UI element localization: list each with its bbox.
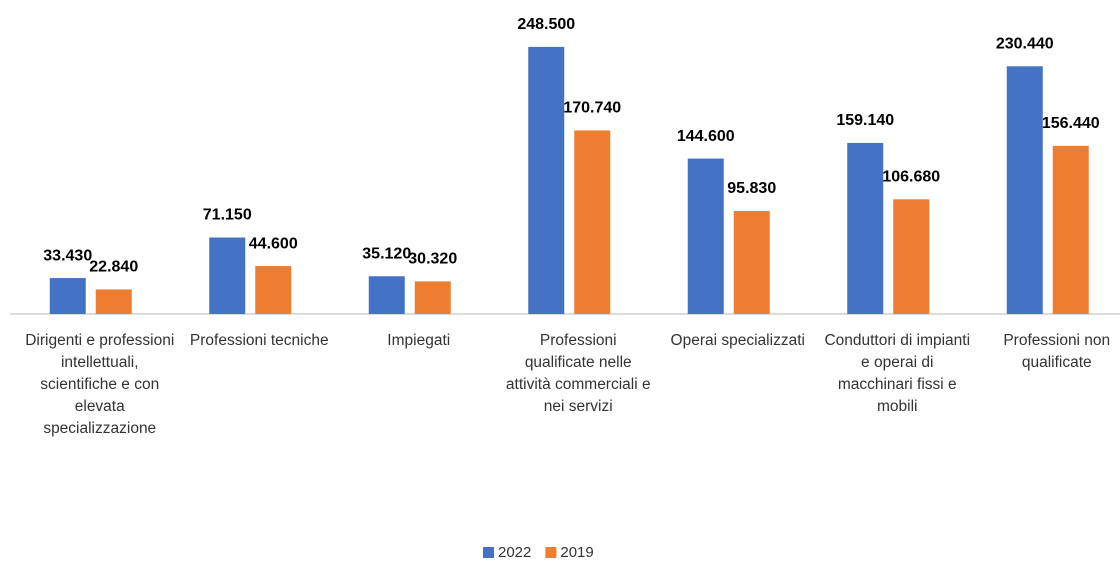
x-tick-label: Operai specializzati — [670, 332, 805, 349]
data-label: 248.500 — [517, 16, 575, 33]
legend-label: 2019 — [560, 544, 593, 561]
data-label: 35.120 — [362, 245, 411, 262]
bar — [1006, 66, 1043, 314]
bar — [49, 278, 86, 314]
x-tick-label: Professioni non qualificate — [1003, 332, 1111, 371]
bar — [368, 276, 405, 314]
data-label: 144.600 — [677, 128, 735, 145]
data-label: 106.680 — [882, 169, 940, 186]
bar — [528, 46, 565, 315]
bar — [255, 266, 292, 314]
data-label: 71.150 — [203, 207, 252, 224]
data-label: 44.600 — [249, 235, 298, 252]
bar — [733, 210, 770, 314]
data-label: 170.740 — [563, 100, 621, 117]
data-label: 95.830 — [727, 180, 776, 197]
x-tick-label: Professioni qualificate nelle attività c… — [505, 332, 651, 415]
data-label: 30.320 — [408, 251, 457, 268]
bar — [209, 237, 246, 314]
x-tick-label: Dirigenti e professioni intellettuali, s… — [25, 332, 175, 437]
bar — [893, 199, 930, 314]
bar — [1052, 145, 1089, 314]
bar — [687, 158, 724, 314]
bar — [414, 281, 451, 314]
data-label: 22.840 — [89, 259, 138, 276]
data-label: 159.140 — [836, 112, 894, 129]
bar — [847, 142, 884, 314]
x-tick-label: Conduttori di impianti e operai di macch… — [824, 332, 971, 415]
bar — [95, 289, 132, 314]
data-label: 33.430 — [43, 247, 92, 264]
legend-label: 2022 — [498, 544, 531, 561]
bar — [574, 130, 611, 314]
x-tick-label: Professioni tecniche — [189, 332, 329, 349]
legend-swatch — [483, 547, 494, 558]
data-label: 230.440 — [996, 35, 1054, 52]
x-tick-label: Impiegati — [387, 332, 451, 349]
data-label: 156.440 — [1042, 115, 1100, 132]
legend-swatch — [545, 547, 557, 558]
